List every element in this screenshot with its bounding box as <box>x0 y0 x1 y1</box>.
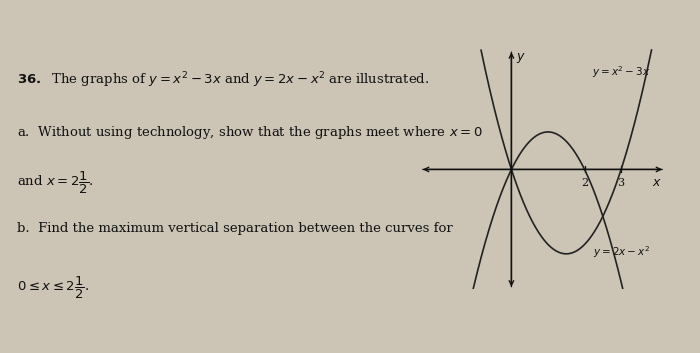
Text: $y = x^2 - 3x$: $y = x^2 - 3x$ <box>592 64 650 80</box>
Text: $\mathbf{36.}$  The graphs of $y=x^2-3x$ and $y=2x-x^2$ are illustrated.: $\mathbf{36.}$ The graphs of $y=x^2-3x$ … <box>18 71 430 90</box>
Text: a.  Without using technology, show that the graphs meet where $x=0$: a. Without using technology, show that t… <box>18 124 483 140</box>
Text: $x$: $x$ <box>652 176 662 189</box>
Text: b.  Find the maximum vertical separation between the curves for: b. Find the maximum vertical separation … <box>18 222 453 235</box>
Text: 3: 3 <box>617 178 624 188</box>
Text: $y = 2x - x^2$: $y = 2x - x^2$ <box>594 244 650 260</box>
Text: 2: 2 <box>581 178 588 188</box>
Text: $0 \leq x \leq 2\dfrac{1}{2}$.: $0 \leq x \leq 2\dfrac{1}{2}$. <box>18 275 90 301</box>
Text: $y$: $y$ <box>516 51 526 65</box>
Text: and $x=2\dfrac{1}{2}$.: and $x=2\dfrac{1}{2}$. <box>18 169 94 196</box>
